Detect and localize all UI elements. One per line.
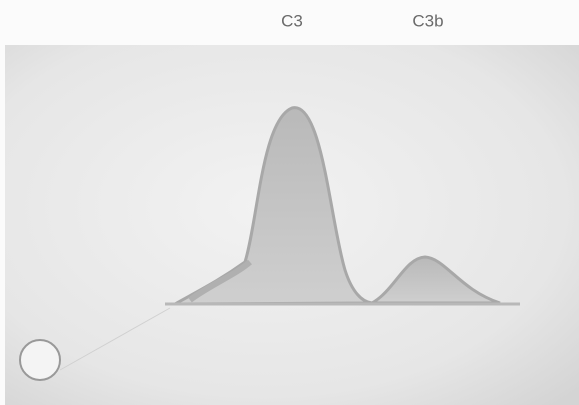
- antigen-well: [19, 339, 61, 381]
- peak-label: C3b: [412, 11, 443, 30]
- c3-shoulder: [188, 259, 252, 303]
- trough-line: [59, 307, 171, 371]
- c3b-peak: [366, 255, 501, 305]
- peak-label: C3: [281, 11, 303, 30]
